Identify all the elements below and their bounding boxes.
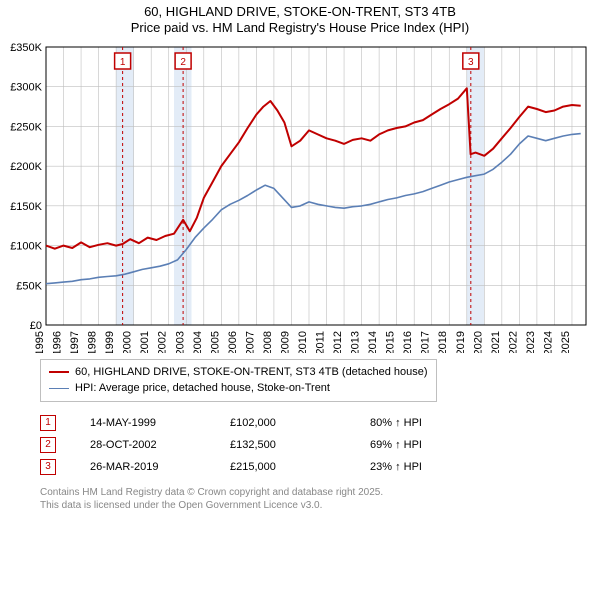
x-tick-label: 2017 (420, 331, 432, 353)
x-tick-label: 2022 (507, 330, 519, 352)
legend: 60, HIGHLAND DRIVE, STOKE-ON-TRENT, ST3 … (40, 359, 437, 402)
x-tick-label: 2010 (297, 331, 309, 353)
x-tick-label: 2000 (122, 331, 134, 353)
x-tick-label: 2023 (525, 331, 537, 353)
sale-marker-label: 3 (468, 57, 474, 68)
sales-marker: 1 (40, 415, 56, 431)
sales-marker: 3 (40, 459, 56, 475)
sales-row: 2 28-OCT-2002£132,50069% ↑ HPI (40, 434, 590, 456)
x-tick-label: 2005 (209, 331, 221, 353)
x-tick-label: 2020 (472, 331, 484, 353)
sales-row: 3 26-MAR-2019£215,00023% ↑ HPI (40, 456, 590, 478)
x-tick-label: 2014 (367, 331, 379, 353)
x-tick-label: 1996 (52, 331, 64, 353)
footer: Contains HM Land Registry data © Crown c… (40, 486, 590, 512)
sale-marker-label: 1 (120, 57, 126, 68)
sales-price: £132,500 (230, 439, 370, 451)
title-line-1: 60, HIGHLAND DRIVE, STOKE-ON-TRENT, ST3 … (0, 4, 600, 20)
footer-line-2: This data is licensed under the Open Gov… (40, 499, 590, 512)
highlight-band (467, 47, 485, 325)
legend-label: 60, HIGHLAND DRIVE, STOKE-ON-TRENT, ST3 … (75, 364, 428, 381)
sales-date: 14-MAY-1999 (90, 417, 230, 429)
sales-date: 28-OCT-2002 (90, 439, 230, 451)
y-tick-label: £150K (10, 200, 42, 212)
x-tick-label: 1997 (69, 331, 81, 353)
x-tick-label: 1995 (34, 331, 46, 353)
x-tick-label: 2002 (157, 331, 169, 353)
highlight-band (116, 47, 134, 325)
y-tick-label: £250K (10, 121, 42, 133)
x-tick-label: 2021 (490, 330, 502, 352)
y-tick-label: £300K (10, 81, 42, 93)
x-tick-label: 2012 (332, 331, 344, 353)
sales-pct: 23% ↑ HPI (370, 461, 490, 473)
x-tick-label: 2001 (139, 331, 151, 353)
sales-pct: 80% ↑ HPI (370, 417, 490, 429)
x-tick-label: 2025 (560, 331, 572, 353)
x-tick-label: 2006 (227, 331, 239, 353)
legend-item: 60, HIGHLAND DRIVE, STOKE-ON-TRENT, ST3 … (49, 364, 428, 381)
x-tick-label: 2015 (385, 331, 397, 353)
chart-svg: £0 £50K £100K £150K £200K £250K £300K £350K 1995… (10, 43, 590, 353)
x-tick-label: 2004 (192, 331, 204, 353)
y-tick-label: £50K (16, 280, 42, 292)
chart-container: 60, HIGHLAND DRIVE, STOKE-ON-TRENT, ST3 … (0, 0, 600, 590)
legend-swatch (49, 388, 69, 389)
legend-swatch (49, 371, 69, 373)
x-tick-label: 1998 (87, 331, 99, 353)
sales-marker: 2 (40, 437, 56, 453)
sales-price: £215,000 (230, 461, 370, 473)
y-tick-label: £100K (10, 240, 42, 252)
x-tick-label: 2024 (542, 331, 554, 353)
x-tick-label: 2016 (402, 331, 414, 353)
sale-marker-label: 2 (180, 57, 186, 68)
chart-area: £0 £50K £100K £150K £200K £250K £300K £350K 1995… (10, 43, 590, 353)
x-tick-label: 2008 (262, 331, 274, 353)
x-tick-label: 2019 (455, 331, 467, 353)
x-tick-label: 2009 (279, 331, 291, 353)
y-tick-label: £350K (10, 43, 42, 54)
x-tick-label: 2018 (437, 331, 449, 353)
legend-item: HPI: Average price, detached house, Stok… (49, 380, 428, 397)
x-tick-label: 2003 (174, 331, 186, 353)
sales-date: 26-MAR-2019 (90, 461, 230, 473)
title-block: 60, HIGHLAND DRIVE, STOKE-ON-TRENT, ST3 … (0, 0, 600, 37)
title-line-2: Price paid vs. HM Land Registry's House … (0, 20, 600, 36)
x-tick-label: 1999 (104, 331, 116, 353)
x-tick-label: 2011 (315, 331, 327, 353)
x-tick-label: 2013 (350, 331, 362, 353)
legend-label: HPI: Average price, detached house, Stok… (75, 380, 330, 397)
y-tick-label: £0 (30, 320, 42, 332)
sales-price: £102,000 (230, 417, 370, 429)
footer-line-1: Contains HM Land Registry data © Crown c… (40, 486, 590, 499)
sales-row: 1 14-MAY-1999£102,00080% ↑ HPI (40, 412, 590, 434)
x-tick-label: 2007 (244, 331, 256, 353)
sales-pct: 69% ↑ HPI (370, 439, 490, 451)
sales-table: 1 14-MAY-1999£102,00080% ↑ HPI 2 28-OCT-200… (40, 412, 590, 478)
y-tick-label: £200K (10, 161, 42, 173)
